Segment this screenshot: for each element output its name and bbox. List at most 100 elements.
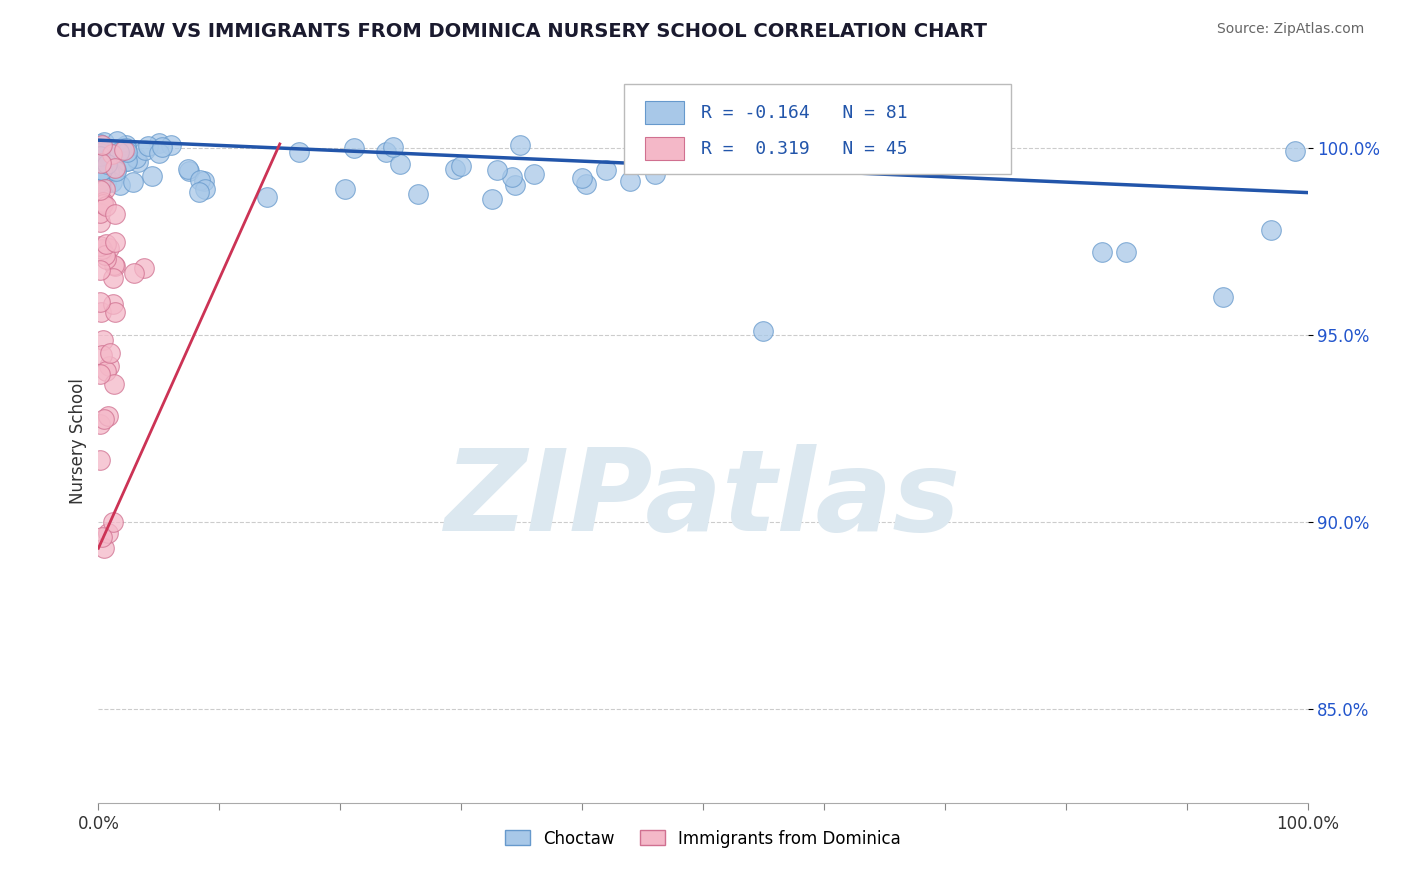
Point bbox=[93, 144, 115, 158]
Point bbox=[103, 297, 125, 311]
Point bbox=[100, 147, 122, 161]
Point bbox=[101, 270, 124, 285]
Point bbox=[481, 192, 503, 206]
Point bbox=[122, 175, 145, 189]
Point bbox=[374, 145, 396, 160]
Point bbox=[93, 412, 115, 426]
Point bbox=[101, 148, 124, 162]
Point bbox=[450, 160, 472, 174]
Point bbox=[93, 163, 115, 178]
Point bbox=[443, 162, 465, 177]
Point bbox=[98, 346, 121, 360]
Point bbox=[1212, 290, 1234, 304]
Point bbox=[193, 174, 215, 188]
Point bbox=[124, 151, 146, 165]
Point bbox=[89, 263, 111, 277]
Point bbox=[342, 141, 364, 155]
Point bbox=[89, 215, 111, 229]
Point bbox=[115, 153, 138, 168]
Point bbox=[104, 207, 127, 221]
Point bbox=[90, 156, 112, 170]
Point bbox=[105, 134, 128, 148]
Point bbox=[148, 145, 170, 160]
Point bbox=[98, 166, 121, 180]
Point bbox=[148, 136, 170, 150]
Point bbox=[89, 295, 111, 310]
Point bbox=[94, 176, 117, 190]
Point bbox=[91, 334, 114, 348]
Point bbox=[97, 409, 120, 423]
Point bbox=[94, 182, 117, 196]
Point bbox=[115, 137, 138, 152]
Point bbox=[188, 185, 211, 199]
Point bbox=[97, 526, 120, 541]
Text: ZIPatlas: ZIPatlas bbox=[444, 444, 962, 555]
Point bbox=[1260, 223, 1282, 237]
Point bbox=[93, 541, 115, 556]
Point bbox=[98, 150, 121, 164]
Point bbox=[90, 304, 112, 318]
Point bbox=[93, 169, 115, 184]
Point bbox=[752, 324, 775, 338]
Point bbox=[575, 177, 598, 191]
Y-axis label: Nursery School: Nursery School bbox=[69, 378, 87, 505]
Point bbox=[93, 135, 115, 149]
Point bbox=[91, 530, 114, 544]
Point bbox=[89, 417, 111, 432]
Text: R =  0.319   N = 45: R = 0.319 N = 45 bbox=[700, 140, 907, 158]
Point bbox=[104, 305, 127, 319]
Point bbox=[98, 241, 121, 255]
Point bbox=[94, 248, 117, 262]
Point bbox=[104, 259, 127, 273]
Point bbox=[110, 178, 132, 192]
Point bbox=[188, 173, 211, 187]
Point bbox=[108, 145, 131, 160]
Point bbox=[97, 165, 120, 179]
Point bbox=[104, 162, 127, 177]
Point bbox=[114, 141, 136, 155]
Point bbox=[381, 140, 404, 154]
Point bbox=[89, 143, 111, 157]
Point bbox=[104, 235, 127, 249]
Point bbox=[96, 252, 118, 266]
Point bbox=[91, 171, 114, 186]
Point bbox=[1284, 145, 1306, 159]
Point bbox=[288, 145, 311, 160]
Point bbox=[90, 163, 112, 178]
Point bbox=[1115, 245, 1137, 260]
FancyBboxPatch shape bbox=[624, 84, 1011, 174]
Point bbox=[89, 136, 111, 151]
Point bbox=[89, 367, 111, 381]
Text: CHOCTAW VS IMMIGRANTS FROM DOMINICA NURSERY SCHOOL CORRELATION CHART: CHOCTAW VS IMMIGRANTS FROM DOMINICA NURS… bbox=[56, 22, 987, 41]
Point bbox=[509, 137, 531, 152]
Point bbox=[89, 149, 111, 163]
Point bbox=[94, 169, 117, 184]
Point bbox=[101, 515, 124, 529]
Point bbox=[256, 190, 278, 204]
Point bbox=[103, 377, 125, 392]
Point bbox=[523, 167, 546, 181]
Point bbox=[486, 163, 509, 178]
Point bbox=[150, 140, 173, 154]
Point bbox=[501, 169, 523, 184]
Point bbox=[194, 182, 217, 196]
FancyBboxPatch shape bbox=[645, 101, 683, 124]
Legend: Choctaw, Immigrants from Dominica: Choctaw, Immigrants from Dominica bbox=[496, 822, 910, 856]
Point bbox=[138, 139, 160, 153]
Point bbox=[571, 170, 593, 185]
Point bbox=[101, 175, 124, 189]
Point bbox=[93, 161, 115, 175]
Point bbox=[89, 175, 111, 189]
Point bbox=[160, 138, 183, 153]
FancyBboxPatch shape bbox=[645, 137, 683, 161]
Text: Source: ZipAtlas.com: Source: ZipAtlas.com bbox=[1216, 22, 1364, 37]
Point bbox=[110, 141, 132, 155]
Point bbox=[89, 239, 111, 253]
Point bbox=[644, 167, 666, 181]
Point bbox=[90, 137, 112, 152]
Point bbox=[619, 174, 641, 188]
Point bbox=[91, 163, 114, 178]
Point bbox=[90, 242, 112, 256]
Point bbox=[112, 143, 135, 157]
Point bbox=[503, 178, 526, 193]
